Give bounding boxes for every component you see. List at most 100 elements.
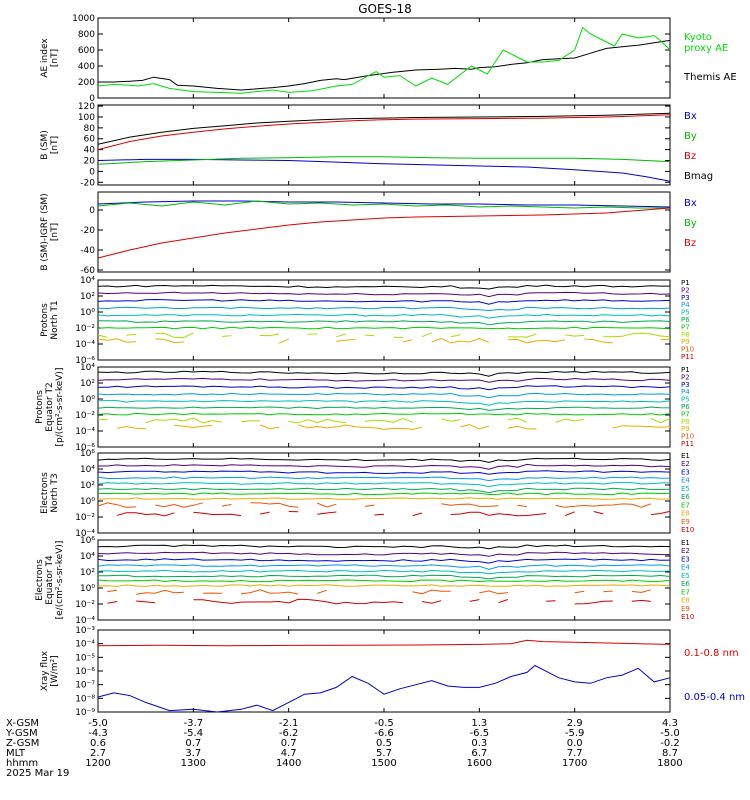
legend-channel-label: P9 (681, 425, 690, 433)
panel-frame (97, 279, 671, 361)
legend-channel-label: E6 (681, 580, 690, 588)
legend-channel-label: P4 (681, 388, 690, 396)
y-tick-label: 80 (84, 124, 96, 134)
series-line-0-05-0-4-nm (97, 664, 671, 713)
channel-line-p8 (441, 418, 461, 422)
channel-line-e10 (574, 600, 613, 605)
legend-channel-label: E2 (681, 460, 690, 468)
y-tick-label: 200 (78, 78, 95, 88)
channel-line-e10 (136, 600, 156, 604)
legend-label: By (684, 131, 697, 142)
channel-line-p8 (336, 333, 347, 338)
y-tick-label: 10⁴ (80, 552, 95, 562)
channel-line-e9 (517, 504, 528, 508)
channel-line-e9 (574, 590, 585, 594)
y-tick-label: 10⁻³ (75, 626, 95, 636)
y-axis-label: B (SM) (40, 130, 50, 160)
legend-channel-label: E7 (681, 501, 690, 509)
y-tick-label: 10⁻⁶ (75, 443, 95, 453)
channel-line-e9 (97, 502, 137, 508)
y-axis-label: Protons (40, 303, 50, 337)
channel-line-p8 (260, 333, 280, 337)
x-table-value: 0.7 (185, 738, 201, 749)
channel-line-p8 (507, 333, 537, 338)
legend-channel-label: P6 (681, 403, 690, 411)
channel-line-e9 (555, 503, 652, 508)
channel-line-e9 (107, 589, 118, 593)
channel-line-e10 (317, 511, 337, 515)
legend-channel-label: E6 (681, 493, 690, 501)
y-axis-label: B (SM)-IGRF (SM) (40, 193, 50, 270)
x-table-value: 1800 (657, 758, 682, 769)
y-tick-label: 0 (89, 206, 95, 216)
channel-line-p8 (126, 333, 137, 336)
series-line-bmag (97, 112, 671, 145)
y-tick-label: 10⁴ (80, 363, 95, 373)
y-tick-label: 0 (89, 94, 95, 104)
y-axis-label: North T1 (50, 300, 60, 339)
y-tick-label: 100 (78, 113, 95, 123)
y-tick-label: 10⁻⁴ (75, 529, 95, 539)
x-table-value: 1500 (371, 758, 396, 769)
y-axis-label: [e/(cm²-s-sr-keV)] (55, 541, 65, 620)
x-table-value: 3.7 (185, 748, 201, 759)
x-table-value: -5.4 (184, 728, 204, 739)
channel-line-e6 (97, 487, 671, 494)
channel-line-e4 (97, 564, 671, 570)
channel-line-p2 (97, 291, 671, 298)
y-axis-label: Equator T2 (45, 382, 55, 431)
x-table-value: 0.5 (376, 738, 392, 749)
legend-label: Bmag (684, 171, 713, 182)
x-table-value: -0.2 (660, 738, 680, 749)
series-line-themis-ae (98, 39, 671, 91)
y-tick-label: 60 (84, 135, 96, 145)
channel-line-p2 (97, 377, 671, 383)
channel-line-e10 (412, 512, 423, 517)
y-tick-label: 0 (89, 167, 95, 177)
legend-channel-label: E8 (681, 510, 690, 518)
x-table-row-label: X-GSM (6, 718, 39, 729)
channel-line-p9 (97, 338, 137, 343)
legend-channel-label: E9 (681, 605, 690, 613)
x-table-value: 1400 (276, 758, 301, 769)
x-table-value: -0.5 (374, 718, 394, 729)
channel-line-e10 (546, 600, 556, 602)
series-line-bz (97, 207, 671, 259)
channel-line-p8 (97, 334, 108, 338)
channel-line-p9 (507, 425, 537, 430)
channel-line-p1 (97, 284, 670, 290)
x-table-row-label: Y-GSM (5, 728, 38, 739)
channel-line-p8 (364, 334, 375, 337)
x-table-value: 2.7 (90, 748, 106, 759)
channel-line-p9 (278, 338, 289, 344)
legend-label: Bx (684, 198, 697, 209)
legend-channel-label: P8 (681, 331, 690, 339)
panel-ae: 0 200 400 600 800 1000 AE index [nT] Themis AE Ky… (40, 14, 737, 104)
x-table-value: 4.7 (281, 748, 297, 759)
channel-line-e9 (240, 589, 299, 595)
y-tick-label: -40 (80, 246, 95, 256)
panel-xray: 10⁻³ 10⁻⁴ 10⁻⁵ 10⁻⁶ 10⁻⁷ 10⁻⁸ 10⁻⁹ Xray flux [W/… (40, 626, 745, 718)
channel-line-e10 (193, 598, 404, 605)
legend-channel-label: P10 (681, 346, 694, 354)
channel-line-e1 (97, 457, 671, 463)
series-line-bz (97, 114, 671, 151)
channel-line-e3 (97, 470, 671, 475)
y-tick-label: -20 (80, 178, 95, 188)
channel-line-p8 (450, 334, 461, 338)
y-axis-label: Protons (35, 390, 45, 424)
channel-line-e9 (155, 502, 204, 508)
y-axis-label: [nT] (50, 136, 60, 154)
channel-line-e2 (98, 463, 671, 470)
channel-line-p6 (97, 320, 671, 326)
channel-line-p7 (97, 326, 671, 330)
channel-line-e9 (603, 590, 613, 593)
channel-line-e4 (97, 476, 671, 482)
y-tick-label: 10⁻⁴ (75, 427, 95, 437)
panel-pt2: 10⁴ 10² 10⁰ 10⁻² 10⁻⁴ 10⁻⁶ Protons Equator T2 [p… (35, 363, 694, 453)
channel-line-e9 (250, 502, 299, 508)
panel-et4: 10⁶ 10⁴ 10² 10⁰ 10⁻² 10⁻⁴ Electrons Equator T4[… (35, 536, 694, 626)
channel-line-p9 (584, 338, 613, 344)
channel-line-e7 (97, 492, 671, 496)
